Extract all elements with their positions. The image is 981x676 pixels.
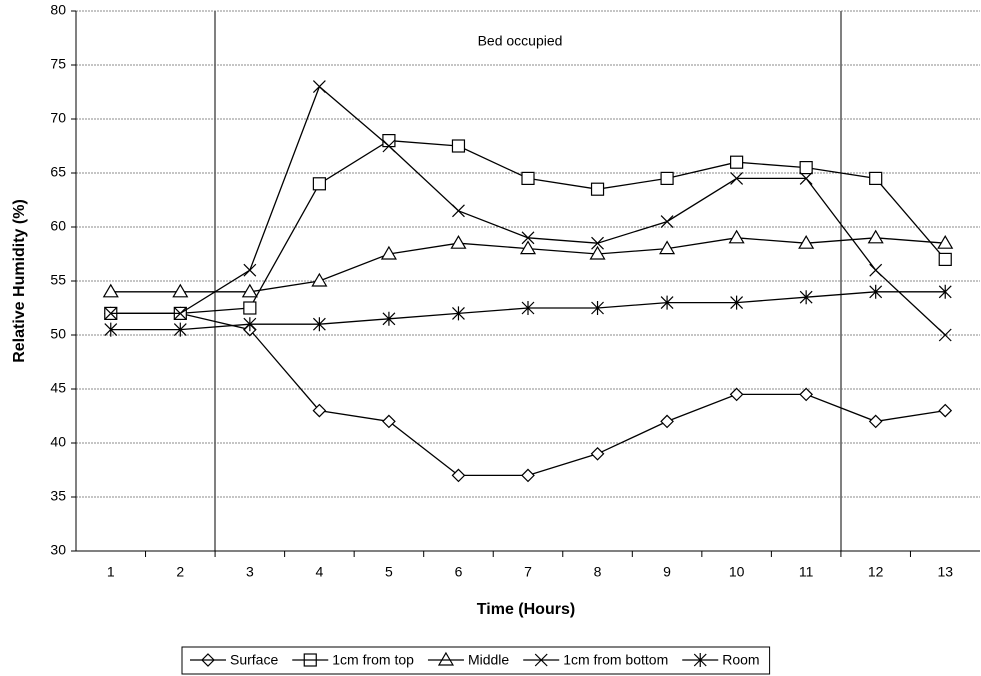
y-tick-label: 50 — [50, 326, 66, 342]
marker — [937, 235, 954, 249]
marker — [730, 155, 744, 169]
marker — [312, 80, 326, 94]
y-tick-label: 60 — [50, 218, 66, 234]
legend-label: 1cm from bottom — [563, 652, 668, 668]
x-tick-label: 8 — [594, 564, 602, 580]
legend: Surface 1cm from top Middle 1cm from bottom… — [181, 646, 771, 675]
marker — [104, 306, 118, 320]
marker — [173, 306, 187, 320]
marker — [521, 171, 535, 185]
marker — [311, 272, 328, 287]
x-axis-title: Time (Hours) — [477, 601, 575, 618]
legend-label: Surface — [230, 652, 278, 668]
y-tick-label: 55 — [50, 272, 66, 288]
marker — [938, 252, 952, 266]
marker — [590, 182, 605, 196]
marker — [172, 283, 189, 298]
marker — [868, 414, 883, 429]
x-tick-label: 3 — [246, 564, 254, 580]
x-tick-label: 10 — [729, 564, 745, 580]
y-tick-label: 35 — [50, 488, 66, 504]
marker — [589, 245, 606, 260]
marker — [243, 301, 257, 315]
marker — [243, 263, 257, 277]
marker — [382, 134, 396, 148]
y-tick-label: 30 — [50, 542, 66, 558]
x-tick-label: 12 — [868, 564, 884, 580]
marker — [869, 284, 883, 299]
x-tick-label: 11 — [799, 564, 814, 580]
marker — [591, 236, 604, 250]
x-tick-label: 6 — [455, 564, 463, 580]
marker — [102, 283, 119, 298]
marker — [730, 295, 744, 310]
marker — [660, 215, 674, 229]
marker — [452, 306, 465, 321]
x-tick-label: 13 — [937, 564, 953, 580]
marker — [452, 204, 465, 218]
y-tick-label: 45 — [50, 380, 66, 396]
marker — [521, 301, 535, 315]
marker — [451, 468, 466, 483]
marker — [521, 231, 535, 245]
marker — [450, 235, 467, 249]
y-tick-label: 75 — [50, 56, 66, 72]
legend-label: Middle — [468, 652, 509, 668]
series-line — [110, 312, 946, 477]
annotation: Bed occupied — [478, 33, 563, 49]
marker — [380, 245, 397, 260]
y-tick-label: 80 — [50, 2, 66, 18]
marker — [660, 414, 674, 429]
marker — [728, 229, 745, 244]
marker — [312, 403, 327, 418]
marker — [382, 139, 396, 153]
marker — [173, 322, 187, 337]
marker — [382, 414, 396, 429]
marker — [729, 387, 744, 402]
x-tick-label: 4 — [315, 564, 323, 580]
marker — [938, 284, 952, 299]
legend-label: 1cm from top — [332, 652, 414, 668]
marker — [799, 171, 813, 185]
marker — [867, 229, 884, 244]
marker — [660, 171, 674, 185]
y-tick-label: 70 — [50, 110, 66, 126]
marker — [730, 171, 744, 185]
y-tick-label: 40 — [50, 434, 66, 450]
x-tick-label: 2 — [176, 564, 184, 580]
y-axis-title: Relative Humidity (%) — [11, 199, 28, 363]
y-tick-label: 65 — [50, 164, 66, 180]
marker — [799, 387, 814, 402]
x-tick-label: 9 — [663, 564, 671, 580]
marker — [799, 290, 813, 305]
marker — [312, 317, 326, 332]
marker — [659, 240, 676, 255]
marker — [521, 468, 535, 483]
marker — [798, 235, 815, 249]
marker — [869, 263, 883, 277]
marker — [312, 177, 326, 191]
marker — [590, 446, 605, 461]
x-tick-label: 7 — [524, 564, 532, 580]
marker — [938, 403, 953, 418]
x-tick-label: 5 — [385, 564, 393, 580]
marker — [938, 328, 952, 342]
legend-box — [181, 646, 771, 675]
legend-label: Room — [722, 652, 759, 668]
marker — [382, 311, 396, 326]
x-tick-label: 1 — [107, 564, 115, 580]
marker — [241, 283, 258, 298]
marker — [519, 240, 537, 255]
series-line — [110, 85, 946, 336]
marker — [591, 301, 604, 315]
marker — [437, 651, 454, 666]
marker — [451, 139, 466, 153]
marker — [660, 295, 674, 310]
marker — [799, 161, 813, 175]
marker — [243, 317, 257, 332]
marker — [104, 322, 118, 337]
marker — [869, 171, 883, 185]
